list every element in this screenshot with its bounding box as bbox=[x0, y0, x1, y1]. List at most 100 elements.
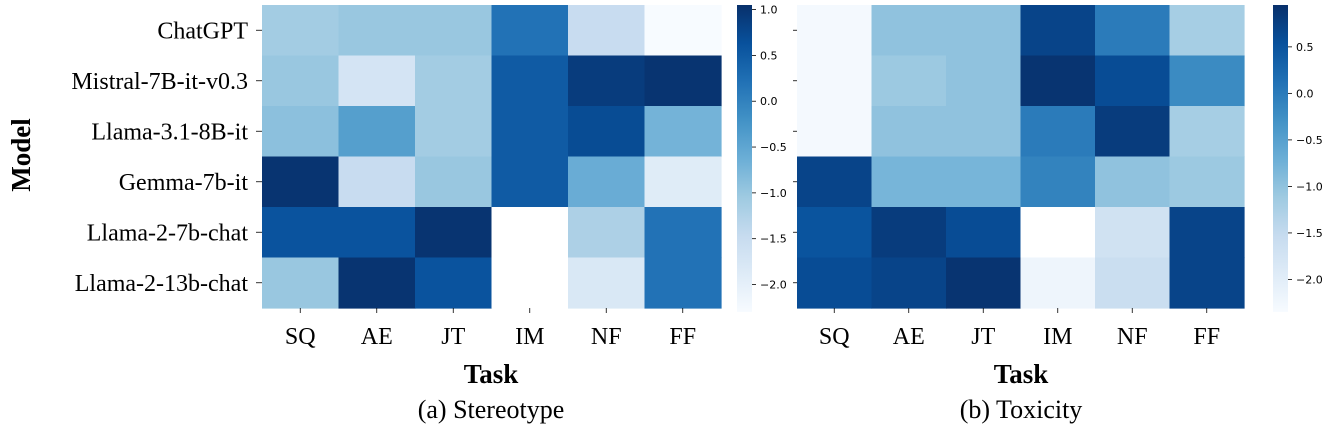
toxicity-column-label: FF bbox=[1193, 324, 1220, 350]
stereotype-cell-gemma-7b-it-nf bbox=[568, 156, 646, 208]
stereotype-row-label: Llama-2-13b-chat bbox=[75, 271, 249, 297]
toxicity-cell-gemma-7b-it-jt bbox=[946, 156, 1022, 208]
stereotype-column-labels: SQ AE JT IM NF FF bbox=[285, 308, 696, 350]
stereotype-cell-chatgpt-ae bbox=[338, 5, 416, 57]
toxicity-colorbar-tick-label: 0.0 bbox=[1296, 87, 1314, 100]
toxicity-cell-chatgpt-ae bbox=[871, 5, 947, 57]
stereotype-cell-llama-2-13b-chat-ff bbox=[644, 257, 722, 309]
toxicity-colorbar-gradient bbox=[1273, 5, 1288, 312]
stereotype-cell-mistral-7b-it-v0-3-ae bbox=[338, 55, 416, 107]
toxicity-colorbar: 0.5 0.0 −0.5 −1.0 −1.5 −2.0 bbox=[1273, 5, 1323, 312]
toxicity-colorbar-tick-label: −1.0 bbox=[1296, 180, 1323, 193]
stereotype-column-label: JT bbox=[441, 324, 465, 350]
stereotype-cell-chatgpt-ff bbox=[644, 5, 722, 57]
stereotype-row-label: Gemma-7b-it bbox=[119, 170, 249, 196]
toxicity-cell-gemma-7b-it-im bbox=[1020, 156, 1096, 208]
stereotype-cell-llama-2-7b-chat-jt bbox=[415, 207, 493, 259]
stereotype-cell-chatgpt-sq bbox=[262, 5, 340, 57]
toxicity-cell-llama-2-7b-chat-sq bbox=[797, 207, 873, 259]
stereotype-cell-llama-2-7b-chat-sq bbox=[262, 207, 340, 259]
stereotype-cell-chatgpt-nf bbox=[568, 5, 646, 57]
stereotype-cell-llama-2-7b-chat-im bbox=[491, 207, 569, 259]
stereotype-heatmap-cells bbox=[262, 5, 722, 309]
toxicity-cell-chatgpt-nf bbox=[1095, 5, 1171, 57]
toxicity-cell-mistral-7b-it-v0-3-ff bbox=[1169, 55, 1245, 107]
toxicity-cell-mistral-7b-it-v0-3-sq bbox=[797, 55, 873, 107]
stereotype-cell-llama-3-1-8b-it-ff bbox=[644, 106, 722, 158]
toxicity-cell-llama-2-13b-chat-nf bbox=[1095, 257, 1171, 309]
stereotype-cell-llama-3-1-8b-it-jt bbox=[415, 106, 493, 158]
stereotype-cell-gemma-7b-it-jt bbox=[415, 156, 493, 208]
toxicity-cell-llama-2-7b-chat-ae bbox=[871, 207, 947, 259]
stereotype-row-label: Llama-2-7b-chat bbox=[87, 220, 249, 246]
stereotype-column-label: IM bbox=[515, 324, 544, 350]
stereotype-cell-chatgpt-im bbox=[491, 5, 569, 57]
stereotype-cell-gemma-7b-it-sq bbox=[262, 156, 340, 208]
toxicity-cell-llama-2-13b-chat-sq bbox=[797, 257, 873, 309]
stereotype-cell-mistral-7b-it-v0-3-im bbox=[491, 55, 569, 107]
toxicity-x-axis-title: Task bbox=[994, 359, 1049, 389]
toxicity-cell-mistral-7b-it-v0-3-jt bbox=[946, 55, 1022, 107]
stereotype-cell-gemma-7b-it-ae bbox=[338, 156, 416, 208]
stereotype-panel: ChatGPT Mistral-7B-it-v0.3 Llama-3.1-8B-it… bbox=[71, 4, 786, 424]
toxicity-cell-gemma-7b-it-ff bbox=[1169, 156, 1245, 208]
toxicity-cell-chatgpt-jt bbox=[946, 5, 1022, 57]
stereotype-cell-mistral-7b-it-v0-3-ff bbox=[644, 55, 722, 107]
toxicity-cell-llama-3-1-8b-it-nf bbox=[1095, 106, 1171, 158]
toxicity-cell-llama-3-1-8b-it-ae bbox=[871, 106, 947, 158]
stereotype-colorbar-tick-label: 0.0 bbox=[760, 95, 778, 108]
stereotype-cell-llama-2-13b-chat-im bbox=[491, 257, 569, 309]
toxicity-column-label: NF bbox=[1117, 324, 1148, 350]
toxicity-cell-llama-3-1-8b-it-ff bbox=[1169, 106, 1245, 158]
stereotype-cell-mistral-7b-it-v0-3-jt bbox=[415, 55, 493, 107]
stereotype-row-labels: ChatGPT Mistral-7B-it-v0.3 Llama-3.1-8B-it… bbox=[71, 18, 262, 297]
stereotype-column-label: FF bbox=[669, 324, 696, 350]
stereotype-column-label: AE bbox=[361, 324, 393, 350]
stereotype-cell-llama-2-13b-chat-ae bbox=[338, 257, 416, 309]
stereotype-cell-llama-3-1-8b-it-im bbox=[491, 106, 569, 158]
stereotype-cell-llama-2-13b-chat-sq bbox=[262, 257, 340, 309]
toxicity-cell-llama-2-13b-chat-ff bbox=[1169, 257, 1245, 309]
stereotype-cell-llama-3-1-8b-it-nf bbox=[568, 106, 646, 158]
toxicity-colorbar-tick-label: −0.5 bbox=[1296, 134, 1323, 147]
toxicity-cell-llama-2-7b-chat-jt bbox=[946, 207, 1022, 259]
toxicity-cell-mistral-7b-it-v0-3-nf bbox=[1095, 55, 1171, 107]
toxicity-colorbar-tick-label: 0.5 bbox=[1296, 41, 1314, 54]
stereotype-colorbar-gradient bbox=[737, 5, 752, 312]
stereotype-row-label: Llama-3.1-8B-it bbox=[91, 119, 248, 145]
toxicity-heatmap-cells bbox=[797, 5, 1245, 309]
toxicity-cell-mistral-7b-it-v0-3-ae bbox=[871, 55, 947, 107]
stereotype-cell-llama-3-1-8b-it-ae bbox=[338, 106, 416, 158]
stereotype-cell-gemma-7b-it-im bbox=[491, 156, 569, 208]
stereotype-colorbar-tick-label: −2.0 bbox=[760, 279, 787, 292]
toxicity-cell-llama-3-1-8b-it-sq bbox=[797, 106, 873, 158]
stereotype-cell-mistral-7b-it-v0-3-nf bbox=[568, 55, 646, 107]
stereotype-caption: (a) Stereotype bbox=[418, 395, 565, 424]
y-axis-title: Model bbox=[6, 118, 36, 192]
toxicity-column-label: IM bbox=[1043, 324, 1072, 350]
stereotype-colorbar-tick-label: 0.5 bbox=[760, 49, 778, 62]
toxicity-panel: SQ AE JT IM NF FF Task (b) Toxicity 0.5 0.0 −0.… bbox=[793, 5, 1323, 424]
toxicity-cell-gemma-7b-it-ae bbox=[871, 156, 947, 208]
stereotype-cell-llama-2-7b-chat-ff bbox=[644, 207, 722, 259]
toxicity-cell-gemma-7b-it-nf bbox=[1095, 156, 1171, 208]
toxicity-cell-llama-2-13b-chat-ae bbox=[871, 257, 947, 309]
toxicity-cell-chatgpt-sq bbox=[797, 5, 873, 57]
stereotype-cell-llama-2-13b-chat-jt bbox=[415, 257, 493, 309]
stereotype-cell-llama-2-13b-chat-nf bbox=[568, 257, 646, 309]
stereotype-row-label: Mistral-7B-it-v0.3 bbox=[71, 69, 248, 95]
toxicity-row-ticks bbox=[793, 29, 797, 284]
stereotype-column-label: SQ bbox=[285, 324, 316, 350]
toxicity-caption: (b) Toxicity bbox=[960, 395, 1083, 424]
stereotype-cell-gemma-7b-it-ff bbox=[644, 156, 722, 208]
toxicity-cell-llama-3-1-8b-it-jt bbox=[946, 106, 1022, 158]
stereotype-cell-chatgpt-jt bbox=[415, 5, 493, 57]
toxicity-column-labels: SQ AE JT IM NF FF bbox=[819, 308, 1220, 350]
stereotype-colorbar-tick-label: −1.5 bbox=[760, 233, 787, 246]
stereotype-cell-llama-2-7b-chat-ae bbox=[338, 207, 416, 259]
toxicity-cell-chatgpt-im bbox=[1020, 5, 1096, 57]
toxicity-cell-llama-2-7b-chat-nf bbox=[1095, 207, 1171, 259]
stereotype-cell-mistral-7b-it-v0-3-sq bbox=[262, 55, 340, 107]
stereotype-column-label: NF bbox=[591, 324, 622, 350]
